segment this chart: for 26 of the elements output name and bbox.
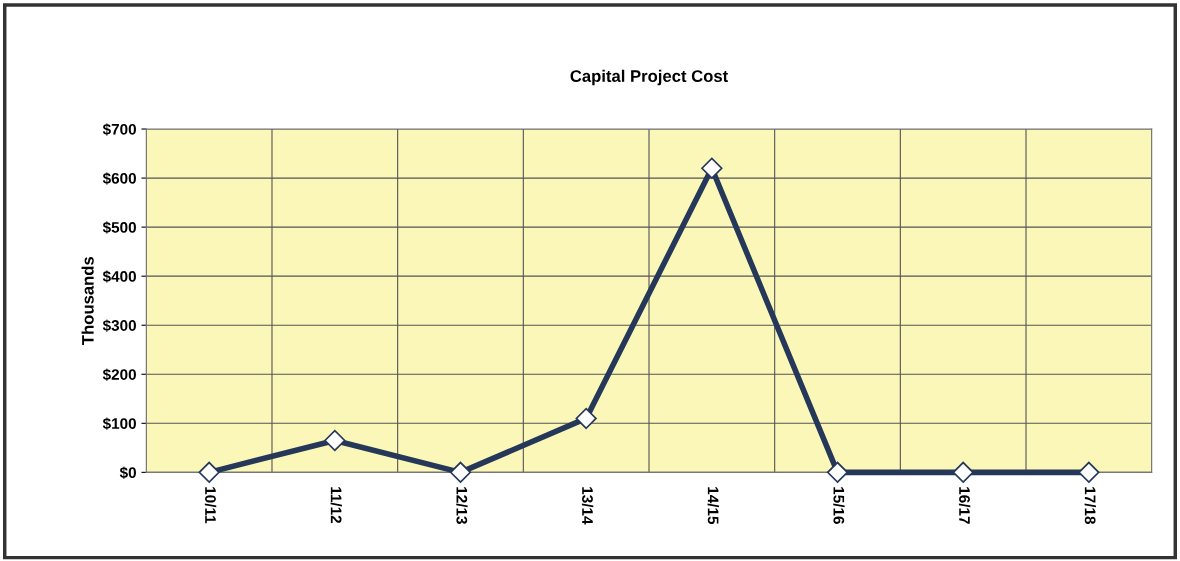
point bbox=[1078, 461, 1100, 484]
x-tick-label: 10/11 bbox=[204, 487, 217, 524]
y-tick-label: $0 bbox=[119, 466, 136, 480]
x-tick-label: 15/16 bbox=[833, 487, 845, 524]
y-tick-label: $600 bbox=[102, 172, 136, 185]
y-tick-label: $300 bbox=[102, 319, 136, 332]
point bbox=[826, 461, 849, 484]
point bbox=[952, 461, 974, 484]
x-tick-label: 11/12 bbox=[330, 487, 342, 524]
point bbox=[575, 407, 597, 430]
x-tick-label: 13/14 bbox=[581, 487, 594, 525]
y-tick-label: $200 bbox=[102, 368, 136, 381]
x-tick-label: 16/17 bbox=[958, 487, 971, 524]
x-tick-label: 17/18 bbox=[1084, 487, 1096, 525]
x-tick-label: 12/13 bbox=[456, 487, 468, 524]
y-axis-title: Thousands bbox=[81, 256, 94, 345]
y-tick-label: $400 bbox=[102, 270, 136, 283]
y-tick-label: $100 bbox=[102, 417, 136, 430]
point bbox=[324, 429, 346, 452]
y-tick-label: $700 bbox=[102, 123, 136, 136]
y-tick-label: $500 bbox=[102, 221, 136, 234]
point bbox=[449, 461, 472, 484]
point bbox=[701, 157, 723, 179]
x-tick-label: 14/15 bbox=[707, 487, 719, 525]
point bbox=[198, 461, 220, 484]
chart-title: Capital Project Cost bbox=[570, 69, 728, 86]
